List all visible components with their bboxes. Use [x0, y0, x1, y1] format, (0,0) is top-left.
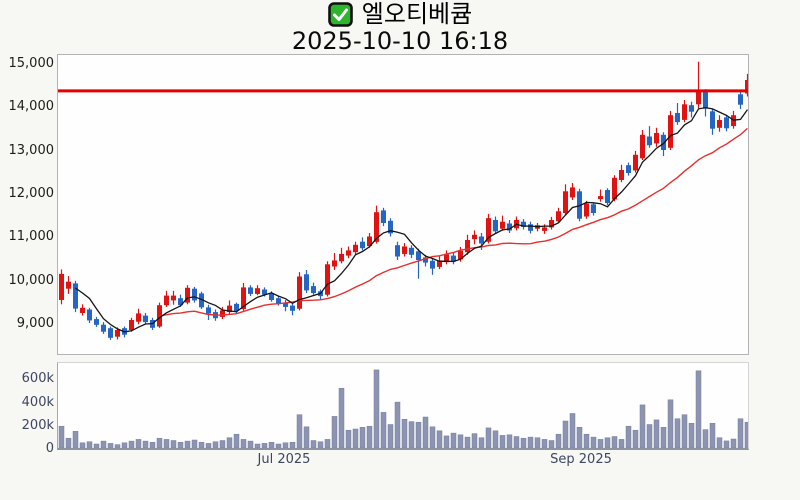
volume-axis-tick: 200k — [21, 418, 54, 433]
price-axis-tick: 15,000 — [8, 56, 55, 71]
price-axis-tick: 13,000 — [8, 143, 55, 158]
time-axis-label-sep: Sep 2025 — [550, 452, 612, 467]
title-line: 엘오티베큠 — [0, 0, 800, 28]
green-checkbox-icon — [327, 1, 353, 27]
price-axis-tick: 12,000 — [8, 186, 55, 201]
volume-axis-tick: 400k — [21, 395, 54, 410]
volume-axis-tick: 0 — [45, 441, 54, 456]
title-block: 엘오티베큠 2025-10-10 16:18 — [0, 0, 800, 55]
volume-canvas — [58, 369, 748, 448]
time-axis-label-jul: Jul 2025 — [257, 452, 311, 467]
datetime-subtitle: 2025-10-10 16:18 — [291, 27, 509, 55]
candlestick-canvas — [58, 61, 748, 340]
volume-plot — [57, 362, 749, 450]
price-axis-tick: 9,000 — [16, 316, 54, 331]
price-axis-tick: 10,000 — [8, 273, 55, 288]
candlestick-plot — [57, 54, 749, 355]
stock-name: 엘오티베큠 — [361, 0, 473, 28]
price-axis-tick: 11,000 — [8, 229, 55, 244]
volume-axis-tick: 600k — [21, 371, 54, 386]
price-axis-tick: 14,000 — [8, 99, 55, 114]
